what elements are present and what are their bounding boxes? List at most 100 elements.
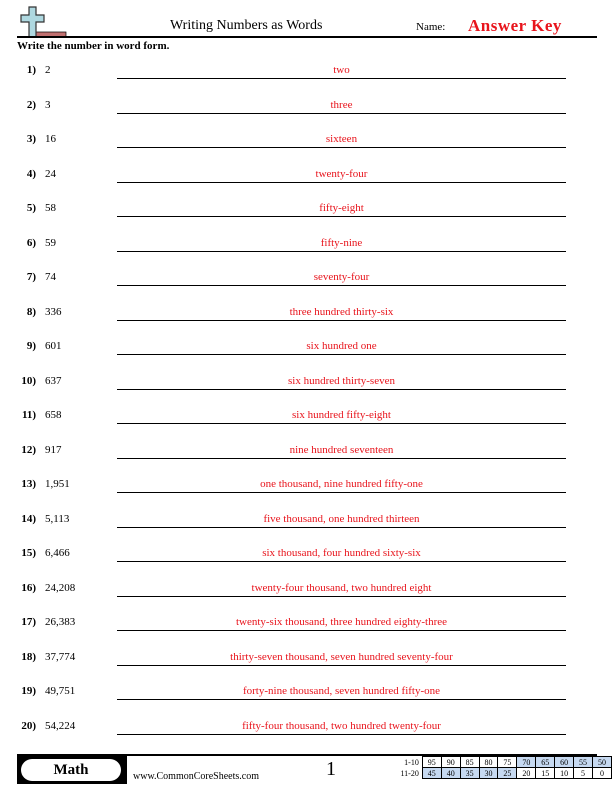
problem-number: 17)	[21, 616, 36, 628]
answer-line	[117, 630, 566, 631]
answer-text: six hundred fifty-eight	[292, 409, 391, 421]
score-cell: 40	[440, 767, 461, 779]
problem-value: 917	[45, 443, 62, 456]
answer-text: six hundred one	[306, 340, 377, 352]
problem-row: 3) 16 sixteen	[0, 133, 612, 153]
problem-value: 336	[45, 305, 62, 318]
problem-number: 15)	[21, 547, 36, 559]
answer-text: fifty-eight	[319, 202, 364, 214]
score-cell: 25	[497, 767, 518, 779]
answer-text: seventy-four	[313, 271, 370, 283]
problem-number: 6)	[26, 236, 36, 249]
problem-row: 4) 24 twenty-four	[0, 168, 612, 188]
problem-number: 14)	[21, 512, 36, 525]
answer-text: five thousand, one hundred thirteen	[263, 512, 420, 525]
problem-row: 6) 59 fifty-nine	[0, 237, 612, 257]
answer-text: fifty-nine	[320, 236, 363, 249]
problem-value: 74	[45, 271, 56, 283]
answer-text: nine hundred seventeen	[289, 443, 394, 456]
subject-label: Math	[21, 759, 121, 781]
answer-line	[117, 388, 566, 390]
problem-number: 3)	[26, 133, 36, 145]
site-url: www.CommonCoreSheets.com	[133, 771, 260, 782]
problem-number: 4)	[26, 167, 36, 180]
score-cell: 85	[459, 756, 480, 768]
problem-value: 24	[45, 167, 56, 180]
answer-text: fifty-four thousand, two hundred twenty-…	[242, 719, 441, 732]
plus-minus-icon	[20, 6, 67, 38]
problem-number: 12)	[21, 443, 36, 456]
answer-line	[117, 216, 566, 217]
problem-value: 24,208	[45, 581, 76, 594]
score-cell: 10	[554, 767, 575, 779]
score-cell: 95	[421, 756, 442, 768]
answer-text: two	[333, 64, 350, 76]
score-cell: 90	[440, 756, 461, 768]
problem-number: 16)	[21, 581, 36, 594]
problem-value: 49,751	[45, 685, 76, 697]
problem-number: 13)	[21, 478, 36, 490]
problem-row: 17) 26,383 twenty-six thousand, three hu…	[0, 616, 612, 636]
problem-value: 601	[45, 340, 62, 352]
score-cell: 45	[421, 767, 442, 779]
problem-value: 6,466	[45, 547, 70, 559]
answer-text: six thousand, four hundred sixty-six	[262, 547, 421, 559]
score-cell: 80	[478, 756, 499, 768]
problem-row: 19) 49,751 forty-nine thousand, seven hu…	[0, 685, 612, 705]
score-table: 1-10 95 90 85 80 75 70 65 60 55 50 11-20 45 40 35 30 25 2…	[395, 756, 612, 779]
problem-number: 5)	[26, 202, 36, 214]
answer-line	[117, 595, 566, 597]
score-range: 1-10	[404, 757, 419, 767]
answer-text: sixteen	[325, 133, 358, 145]
score-cell: 0	[591, 767, 612, 779]
problem-value: 2	[45, 64, 51, 76]
problem-value: 16	[45, 133, 56, 145]
answer-text: three	[330, 98, 353, 111]
answer-text: twenty-four thousand, two hundred eight	[251, 581, 432, 594]
header-divider	[17, 36, 597, 38]
problem-number: 20)	[21, 719, 36, 732]
answer-line	[117, 492, 566, 493]
answer-line	[117, 250, 566, 252]
score-cell: 70	[516, 756, 537, 768]
answer-text: twenty-six thousand, three hundred eight…	[235, 616, 448, 628]
problem-number: 18)	[21, 650, 36, 663]
answer-line	[117, 561, 566, 562]
answer-line	[117, 699, 566, 700]
answer-text: one thousand, nine hundred fifty-one	[260, 478, 423, 490]
problem-row: 20) 54,224 fifty-four thousand, two hund…	[0, 720, 612, 740]
answer-line	[117, 319, 566, 321]
problem-number: 1)	[26, 64, 36, 76]
problem-row: 18) 37,774 thirty-seven thousand, seven …	[0, 651, 612, 671]
problem-row: 10) 637 six hundred thirty-seven	[0, 375, 612, 395]
problem-number: 8)	[26, 305, 36, 318]
page-title: Writing Numbers as Words	[170, 18, 323, 33]
problem-value: 26,383	[45, 616, 76, 628]
answer-line	[117, 78, 566, 79]
score-range: 11-20	[400, 768, 419, 778]
problem-row: 8) 336 three hundred thirty-six	[0, 306, 612, 326]
problem-number: 7)	[26, 271, 36, 283]
problem-row: 14) 5,113 five thousand, one hundred thi…	[0, 513, 612, 533]
score-cell: 35	[459, 767, 480, 779]
problem-value: 1,951	[45, 478, 70, 490]
problem-row: 7) 74 seventy-four	[0, 271, 612, 291]
problem-value: 58	[45, 202, 56, 214]
problem-row: 16) 24,208 twenty-four thousand, two hun…	[0, 582, 612, 602]
problem-value: 658	[45, 409, 62, 421]
problem-value: 3	[45, 98, 51, 111]
score-cell: 30	[478, 767, 499, 779]
subject-badge: Math	[17, 756, 127, 784]
score-cell: 75	[497, 756, 518, 768]
problem-value: 59	[45, 236, 56, 249]
problem-number: 11)	[21, 409, 36, 421]
footer-divider	[17, 754, 597, 756]
score-row: 1-10 95 90 85 80 75 70 65 60 55 50	[395, 756, 612, 768]
problem-number: 19)	[21, 685, 36, 697]
problem-row: 15) 6,466 six thousand, four hundred six…	[0, 547, 612, 567]
page-number: 1	[326, 758, 336, 780]
answer-line	[117, 526, 566, 528]
answer-text: forty-nine thousand, seven hundred fifty…	[242, 685, 441, 697]
score-cell: 20	[516, 767, 537, 779]
